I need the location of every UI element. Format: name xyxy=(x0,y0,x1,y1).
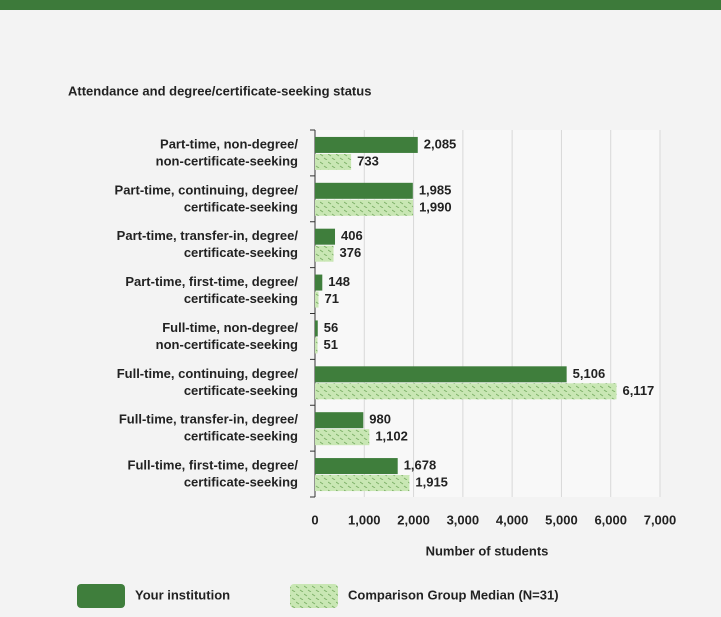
legend-label: Comparison Group Median (N=31) xyxy=(348,587,559,602)
bar xyxy=(315,153,352,170)
data-label: 1,915 xyxy=(415,475,448,490)
y-tick-label: non-certificate-seeking xyxy=(156,153,298,168)
y-tick-label: Part-time, continuing, degree/ xyxy=(115,182,299,197)
y-tick-label: Part-time, first-time, degree/ xyxy=(125,274,298,289)
data-label: 51 xyxy=(324,337,338,352)
bar xyxy=(315,274,323,291)
bar xyxy=(315,412,364,429)
bar xyxy=(315,136,418,153)
y-tick-label: Full-time, transfer-in, degree/ xyxy=(119,412,299,427)
data-label: 56 xyxy=(324,320,338,335)
x-tick-label: 7,000 xyxy=(644,512,677,527)
bar xyxy=(315,228,336,245)
x-tick-label: 5,000 xyxy=(545,512,578,527)
data-label: 733 xyxy=(357,153,379,168)
bar xyxy=(315,337,318,354)
legend-swatch xyxy=(290,584,338,608)
chart-title: Attendance and degree/certificate-seekin… xyxy=(68,83,371,98)
bar xyxy=(315,291,319,308)
y-tick-label: certificate-seeking xyxy=(184,475,298,490)
data-label: 406 xyxy=(341,228,363,243)
y-tick-label: Full-time, non-degree/ xyxy=(162,320,298,335)
y-tick-label: certificate-seeking xyxy=(184,429,298,444)
x-axis-label: Number of students xyxy=(426,543,549,558)
y-tick-label: certificate-seeking xyxy=(184,245,298,260)
bar xyxy=(315,366,567,383)
data-label: 1,990 xyxy=(419,199,452,214)
x-tick-label: 2,000 xyxy=(397,512,430,527)
y-tick-label: non-certificate-seeking xyxy=(156,337,298,352)
data-label: 5,106 xyxy=(573,366,606,381)
y-tick-label: certificate-seeking xyxy=(184,199,298,214)
data-label: 1,985 xyxy=(419,182,452,197)
data-label: 148 xyxy=(328,274,350,289)
bar xyxy=(315,383,617,400)
y-tick-label: Part-time, transfer-in, degree/ xyxy=(117,228,299,243)
y-tick-label: Part-time, non-degree/ xyxy=(160,136,298,151)
data-label: 1,678 xyxy=(404,458,437,473)
legend-label: Your institution xyxy=(135,587,230,602)
data-label: 376 xyxy=(340,245,362,260)
bar xyxy=(315,182,413,199)
data-label: 1,102 xyxy=(375,429,408,444)
data-label: 71 xyxy=(324,291,338,306)
y-tick-label: certificate-seeking xyxy=(184,291,298,306)
y-tick-label: Full-time, first-time, degree/ xyxy=(128,458,299,473)
bar xyxy=(315,245,334,262)
x-tick-label: 1,000 xyxy=(348,512,381,527)
x-tick-label: 6,000 xyxy=(594,512,627,527)
data-label: 980 xyxy=(369,412,391,427)
legend-swatch xyxy=(77,584,125,608)
bar xyxy=(315,458,398,475)
bar xyxy=(315,199,414,216)
bar xyxy=(315,320,318,337)
y-tick-label: Full-time, continuing, degree/ xyxy=(117,366,299,381)
data-label: 6,117 xyxy=(622,383,654,398)
header-bar xyxy=(0,0,721,10)
x-tick-label: 4,000 xyxy=(496,512,529,527)
bar xyxy=(315,475,410,492)
x-tick-label: 3,000 xyxy=(447,512,480,527)
data-label: 2,085 xyxy=(424,136,457,151)
x-tick-label: 0 xyxy=(311,512,318,527)
y-tick-label: certificate-seeking xyxy=(184,383,298,398)
bar xyxy=(315,429,370,446)
